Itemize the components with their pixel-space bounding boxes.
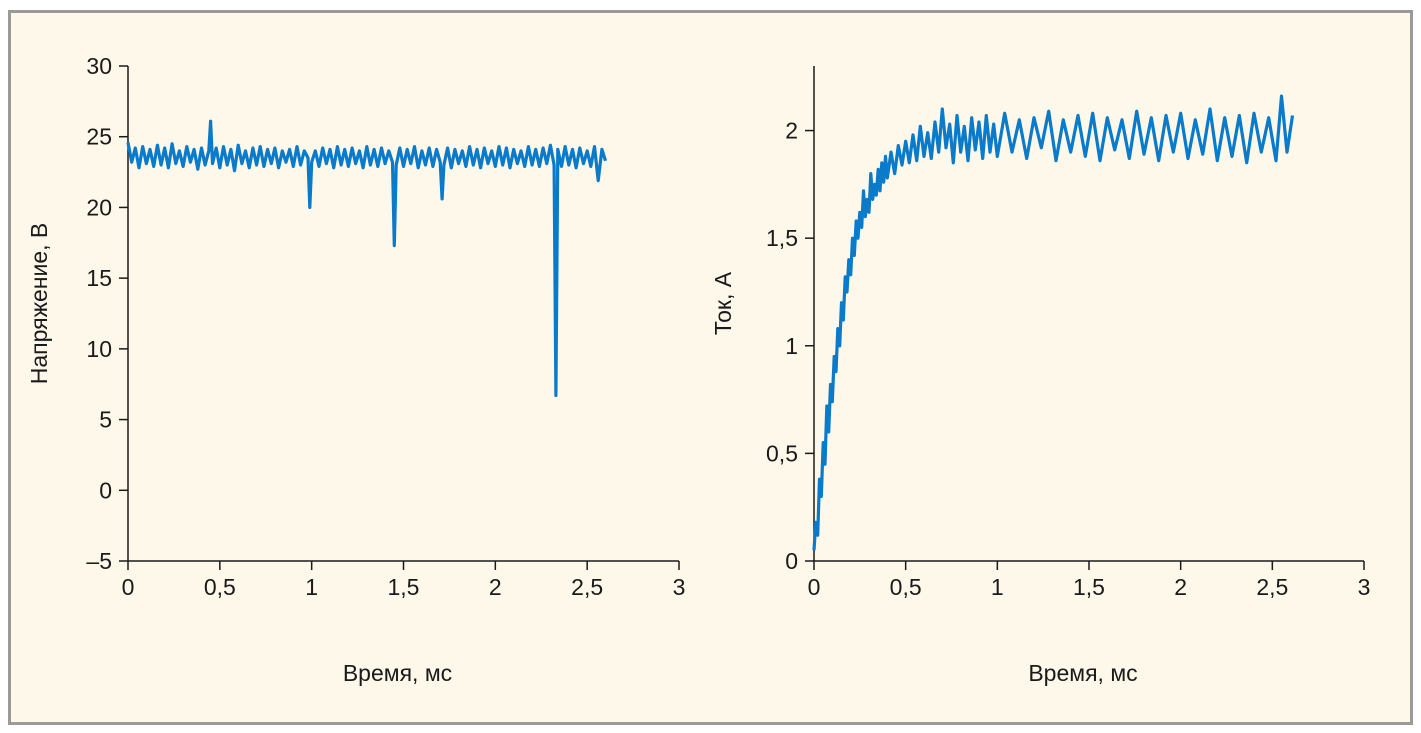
- current-chart: 0 0,5 1 1,5 2 2,5 3 2 1,5 1 0,5 0 Время, мс Ток, А: [710, 66, 1370, 686]
- voltage-x-tick-label: 3: [673, 574, 686, 600]
- voltage-y-axis-title: Напряжение, В: [26, 223, 52, 384]
- figure-frame: 0 0,5 1 1,5 2 2,5 3 30 25 20 15 10 5 0 –5 Время, мс Напр…: [8, 10, 1413, 725]
- voltage-y-tick-label: 10: [86, 336, 112, 362]
- current-x-axis-title: Время, мс: [1028, 660, 1137, 686]
- current-y-axis-title: Ток, А: [710, 271, 736, 335]
- voltage-y-tick-label: 15: [86, 265, 112, 291]
- voltage-y-tick-label: 25: [86, 124, 112, 150]
- current-x-tick-label: 1: [991, 574, 1004, 600]
- voltage-x-tick-label: 2,5: [571, 574, 603, 600]
- voltage-x-tick-label: 2: [489, 574, 502, 600]
- voltage-x-tick-label: 0: [122, 574, 135, 600]
- current-x-tick-label: 0: [808, 574, 821, 600]
- current-series-line: [812, 94, 1295, 551]
- voltage-y-tick-label: 5: [99, 407, 112, 433]
- voltage-x-tick-label: 1,5: [388, 574, 420, 600]
- current-x-tick-label: 3: [1358, 574, 1371, 600]
- voltage-y-tick-label: –5: [86, 548, 112, 574]
- current-x-tick-label: 2: [1174, 574, 1187, 600]
- voltage-y-tick-label: 20: [86, 194, 112, 220]
- current-x-tick-label: 1,5: [1073, 574, 1105, 600]
- current-x-tick-label: 0,5: [890, 574, 922, 600]
- voltage-chart: 0 0,5 1 1,5 2 2,5 3 30 25 20 15 10 5 0 –5 Время, мс Напр…: [26, 53, 685, 686]
- voltage-series-line: [126, 119, 608, 398]
- current-y-tick-label: 2: [785, 118, 798, 144]
- voltage-x-tick-label: 0,5: [204, 574, 236, 600]
- voltage-y-tick-label: 0: [99, 477, 112, 503]
- current-y-tick-label: 1,5: [766, 225, 798, 251]
- current-y-tick-label: 1: [785, 333, 798, 359]
- voltage-y-tick-label: 30: [86, 53, 112, 79]
- current-x-tick-label: 2,5: [1256, 574, 1288, 600]
- voltage-x-tick-label: 1: [305, 574, 318, 600]
- current-y-tick-label: 0: [785, 548, 798, 574]
- current-y-tick-label: 0,5: [766, 440, 798, 466]
- voltage-x-axis-title: Время, мс: [343, 660, 452, 686]
